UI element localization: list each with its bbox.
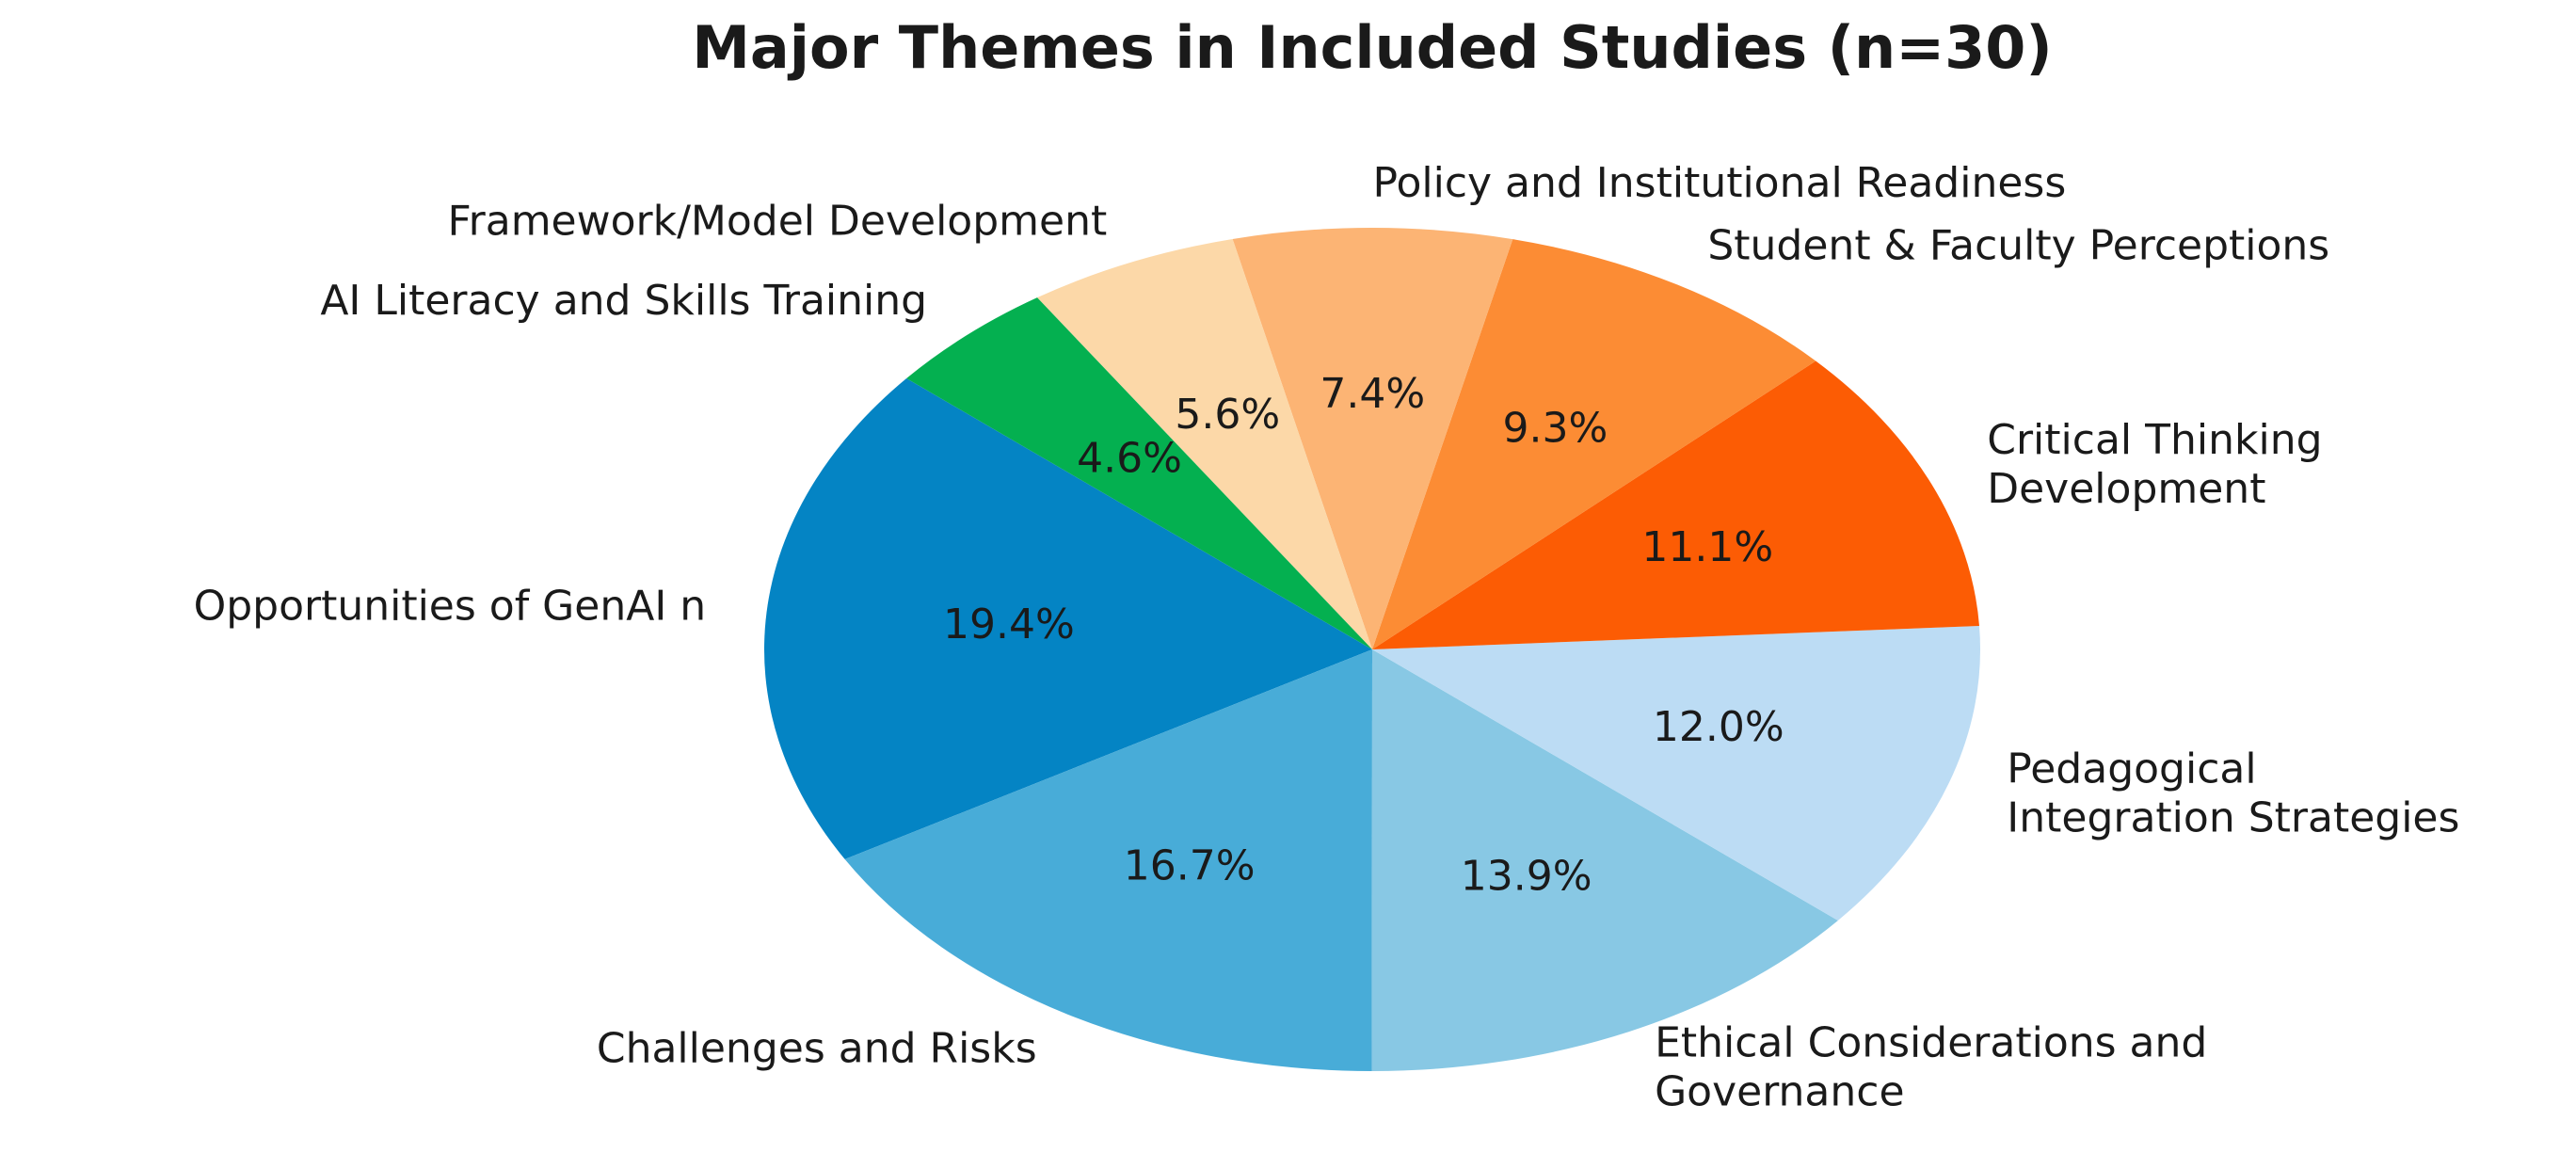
pie-slice xyxy=(1371,649,1838,1071)
pie-slice xyxy=(763,378,1372,859)
chart-title: Major Themes in Included Studies (n=30) xyxy=(692,13,2053,82)
value-label: 19.4% xyxy=(943,601,1075,649)
slice-label: Pedagogical Integration Strategies xyxy=(2007,745,2459,842)
pie-slice xyxy=(1037,238,1372,649)
slice-label: Ethical Considerations and Governance xyxy=(1655,1019,2207,1116)
slice-label: Policy and Institutional Readiness xyxy=(1372,159,2066,207)
value-label: 12.0% xyxy=(1653,703,1784,751)
pie-slice xyxy=(1372,239,1816,649)
slice-label: Opportunities of GenAI n xyxy=(194,582,707,630)
slice-label: Critical Thinking Development xyxy=(1987,416,2322,513)
value-label: 11.1% xyxy=(1641,523,1773,571)
pie-slice xyxy=(844,649,1372,1071)
pie-slice xyxy=(906,297,1372,649)
pie-slice xyxy=(1372,625,1980,921)
value-label: 7.4% xyxy=(1320,370,1425,418)
value-label: 16.7% xyxy=(1124,842,1256,890)
slice-label: AI Literacy and Skills Training xyxy=(320,277,927,325)
pie-slice xyxy=(1232,227,1513,649)
pie-slice xyxy=(1372,360,1979,649)
slice-label: Student & Faculty Perceptions xyxy=(1707,222,2329,270)
value-label: 13.9% xyxy=(1461,853,1592,901)
value-label: 4.6% xyxy=(1077,434,1182,482)
value-label: 5.6% xyxy=(1175,391,1280,439)
slice-label: Challenges and Risks xyxy=(597,1024,1037,1072)
slice-label: Framework/Model Development xyxy=(448,198,1108,246)
value-label: 9.3% xyxy=(1502,404,1608,452)
